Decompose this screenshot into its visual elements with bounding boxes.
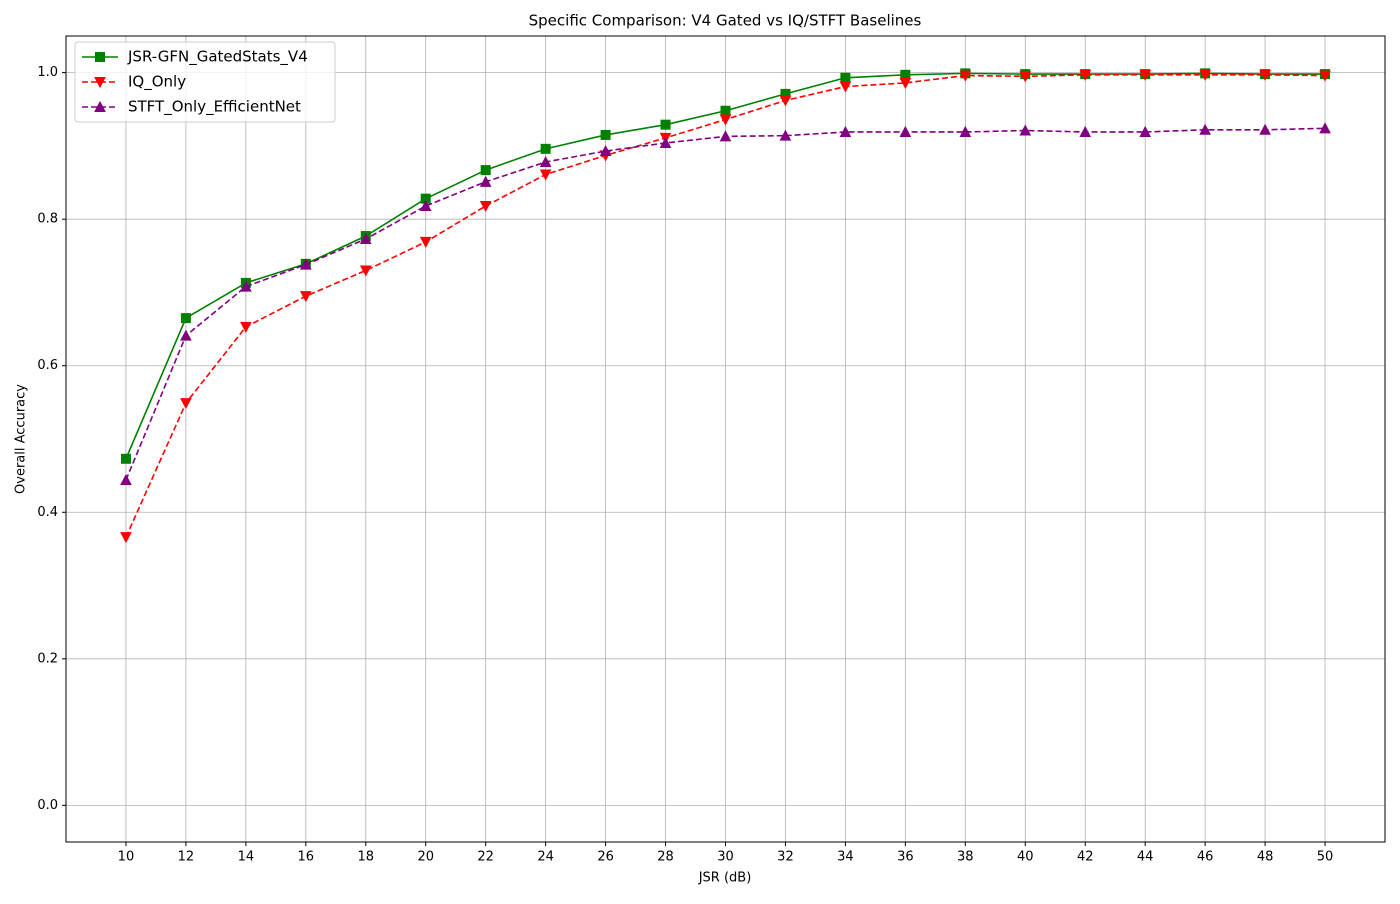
marker [1019, 71, 1032, 83]
x-axis-label: JSR (dB) [698, 871, 752, 886]
marker [299, 258, 312, 270]
x-tick-label: 22 [477, 850, 494, 865]
legend-box [74, 41, 336, 123]
y-tick-label: 0.6 [37, 358, 58, 373]
x-tick-label: 20 [417, 850, 434, 865]
x-tick-label: 42 [1077, 850, 1094, 865]
marker [539, 169, 552, 181]
x-tick-label: 50 [1317, 850, 1334, 865]
marker [180, 329, 192, 341]
marker [539, 155, 552, 168]
marker [419, 236, 432, 248]
marker [180, 398, 192, 410]
marker [599, 144, 612, 157]
chart-title: Specific Comparison: V4 Gated vs IQ/STFT… [529, 12, 922, 30]
x-tick-label: 10 [118, 850, 135, 865]
x-tick-label: 26 [597, 850, 614, 865]
marker [839, 125, 852, 137]
marker [719, 114, 732, 126]
x-tick-label: 14 [238, 850, 255, 865]
marker [240, 280, 252, 292]
marker [959, 125, 972, 137]
x-tick-label: 30 [717, 850, 734, 865]
x-tick-label: 36 [897, 850, 914, 865]
marker [1139, 125, 1152, 137]
marker [240, 321, 252, 333]
marker [660, 119, 671, 130]
marker [180, 313, 191, 324]
marker [1319, 70, 1331, 82]
marker [1079, 125, 1092, 137]
marker [840, 72, 851, 83]
marker [359, 232, 372, 244]
x-tick-label: 44 [1137, 850, 1154, 865]
x-tick-label: 12 [178, 850, 195, 865]
marker [120, 453, 131, 464]
marker [479, 200, 492, 213]
marker [480, 165, 491, 176]
x-tick-label: 38 [957, 850, 974, 865]
marker [1079, 69, 1092, 81]
x-tick-label: 40 [1017, 850, 1034, 865]
marker [1019, 124, 1032, 136]
x-tick-label: 32 [777, 850, 794, 865]
y-tick-label: 0.0 [37, 798, 58, 813]
marker [959, 70, 972, 82]
y-axis-label: Overall Accuracy [14, 384, 29, 494]
y-tick-label: 0.8 [37, 212, 58, 227]
marker [659, 136, 672, 148]
marker [120, 473, 132, 486]
plot-frame [65, 35, 1386, 843]
legend-label: IQ_Only [128, 73, 186, 92]
marker [600, 129, 611, 140]
y-tick-label: 0.4 [37, 505, 58, 520]
marker [1259, 69, 1271, 81]
legend-label: JSR-GFN_GatedStats_V4 [127, 48, 308, 67]
marker [719, 130, 732, 142]
marker [540, 143, 551, 154]
x-tick-label: 48 [1257, 850, 1274, 865]
marker [479, 175, 492, 187]
x-tick-label: 18 [357, 850, 374, 865]
x-tick-label: 46 [1197, 850, 1214, 865]
y-tick-label: 1.0 [37, 65, 58, 80]
legend-marker [94, 77, 106, 89]
marker [419, 199, 432, 211]
marker [839, 81, 852, 93]
marker [359, 265, 372, 277]
x-tick-label: 28 [657, 850, 674, 865]
x-tick-label: 16 [298, 850, 315, 865]
marker [779, 129, 792, 141]
legend-label: STFT_Only_EfficientNet [128, 98, 301, 117]
marker [1199, 123, 1211, 135]
marker [120, 532, 132, 544]
marker [779, 95, 792, 107]
x-tick-label: 34 [837, 850, 854, 865]
marker [899, 77, 912, 89]
marker [899, 125, 912, 137]
marker [720, 105, 731, 116]
marker [1199, 69, 1211, 81]
legend-marker [94, 100, 106, 112]
marker [1139, 69, 1152, 81]
marker [299, 291, 312, 303]
y-tick-label: 0.2 [37, 651, 58, 666]
legend-marker [95, 52, 105, 62]
x-tick-label: 24 [537, 850, 554, 865]
marker [1319, 122, 1331, 134]
marker [1259, 123, 1271, 135]
